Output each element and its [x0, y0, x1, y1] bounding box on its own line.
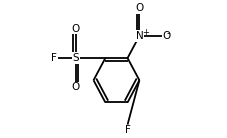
Text: F: F — [125, 125, 131, 135]
Text: S: S — [72, 53, 79, 63]
Text: +: + — [143, 28, 150, 37]
Text: O: O — [72, 83, 80, 92]
Text: N: N — [136, 31, 143, 41]
Text: O: O — [72, 24, 80, 34]
Text: O: O — [163, 31, 171, 41]
Text: O: O — [135, 3, 143, 13]
Text: F: F — [51, 53, 57, 63]
Text: -: - — [166, 28, 170, 38]
